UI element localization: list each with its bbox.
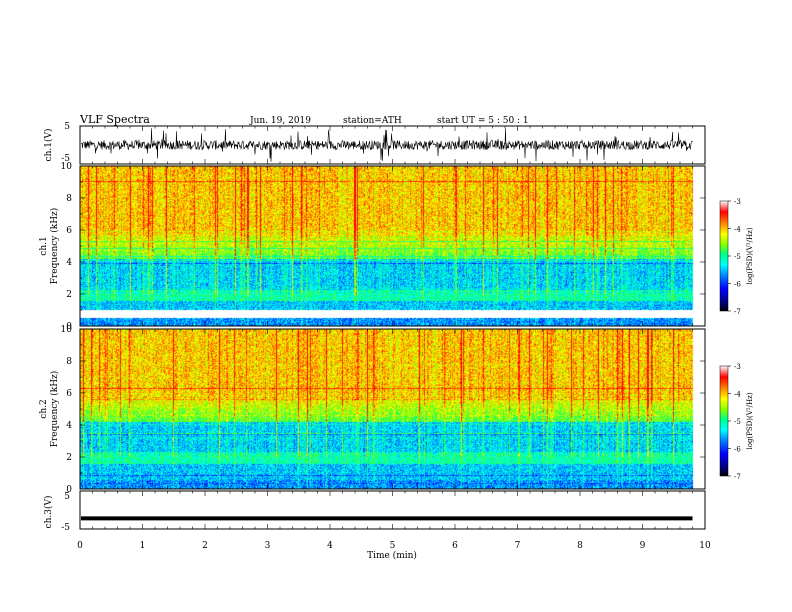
time-axis: 0 1 2 3 4 5 6 7 8 9 10 — [77, 126, 711, 551]
colorbar-tick-label: -4 — [734, 226, 741, 234]
x-tick-label: 9 — [640, 541, 646, 551]
ch1-spec-ylabel-line1: ch.1 — [39, 236, 49, 255]
figure-title: VLF Spectra — [79, 113, 150, 126]
x-tick-label: 1 — [140, 541, 146, 551]
y-tick-label: 4 — [66, 421, 72, 431]
ch3-ytick-top: 5 — [64, 492, 70, 502]
ch1-spectrogram-image-holder — [80, 166, 705, 326]
x-tick-label: 4 — [327, 541, 333, 551]
ch2-spec-ylabel-line1: ch.2 — [39, 399, 49, 418]
ch3-plot-frame — [79, 490, 706, 530]
x-tick-label: 8 — [577, 541, 583, 551]
ch2-spec-yaxis: 10 8 6 4 2 0 — [61, 325, 705, 495]
y-tick-label: 8 — [66, 194, 72, 204]
ch2-colorbar-gradient — [719, 365, 729, 477]
ch1-colorbar-ticks: -3 -4 -5 -6 -7 — [728, 198, 741, 316]
ch1-spectrogram-image — [80, 166, 705, 326]
y-tick-label: 10 — [61, 162, 73, 172]
y-tick-label: 2 — [66, 453, 72, 463]
x-tick-label: 3 — [265, 541, 271, 551]
y-tick-label: 0 — [66, 322, 72, 332]
ch3-ylabel: ch.3(V) — [43, 496, 54, 529]
colorbar-tick-label: -6 — [734, 281, 741, 289]
colorbar-tick-label: -6 — [734, 446, 741, 454]
ch1-ytick-bottom: -5 — [61, 154, 70, 164]
y-tick-label: 6 — [66, 389, 72, 399]
x-tick-label: 2 — [202, 541, 208, 551]
colorbar-tick-label: -5 — [734, 253, 741, 261]
x-tick-label: 0 — [77, 541, 83, 551]
ch3-waveform-panel: 5 -5 ch.3(V) — [43, 490, 706, 533]
ch1-spec-ylabel-line2: Frequency (kHz) — [49, 208, 60, 285]
colorbar-tick-label: -4 — [734, 391, 741, 399]
ch2-spectrogram-panel: 10 8 6 4 2 0 ch.2 Frequency (kHz) — [39, 325, 706, 495]
colorbar-tick-label: -3 — [734, 363, 741, 371]
x-tick-label: 5 — [390, 541, 396, 551]
colorbar-tick-label: -5 — [734, 418, 741, 426]
ch2-colorbar: -3 -4 -5 -6 -7 log(PSD)(V²/Hz) — [719, 363, 754, 481]
ch2-spec-ylabel-line2: Frequency (kHz) — [49, 371, 60, 448]
colorbar-tick-label: -7 — [734, 473, 741, 481]
ch1-waveform-panel: 5 -5 ch.1(V) — [43, 122, 706, 165]
y-tick-label: 2 — [66, 290, 72, 300]
date-label: Jun. 19, 2019 — [249, 116, 311, 126]
ch3-ytick-bottom: -5 — [61, 523, 70, 533]
station-label: station=ATH — [343, 116, 402, 126]
colorbar-tick-label: -3 — [734, 198, 741, 206]
ch1-spec-yaxis: 10 8 6 4 2 0 — [61, 162, 705, 332]
ch2-spectrogram-image — [80, 329, 705, 489]
time-axis-label: Time (min) — [367, 550, 417, 561]
x-tick-label: 6 — [452, 541, 458, 551]
ch1-waveform-trace — [80, 128, 693, 162]
ch1-colorbar-label: log(PSD)(V²/Hz) — [746, 227, 754, 284]
ch1-colorbar: -3 -4 -5 -6 -7 log(PSD)(V²/Hz) — [719, 198, 754, 316]
ch1-colorbar-gradient — [719, 200, 729, 312]
y-tick-label: 10 — [61, 325, 73, 335]
y-tick-label: 0 — [66, 485, 72, 495]
x-tick-label: 7 — [515, 541, 521, 551]
y-tick-label: 4 — [66, 258, 72, 268]
ch1-ylabel: ch.1(V) — [43, 129, 54, 162]
x-tick-label: 10 — [699, 541, 711, 551]
ch2-spectrogram-image-holder — [80, 329, 705, 489]
colorbar-tick-label: -7 — [734, 308, 741, 316]
ch2-colorbar-ticks: -3 -4 -5 -6 -7 — [728, 363, 741, 481]
ch2-colorbar-label: log(PSD)(V²/Hz) — [746, 392, 754, 449]
ch1-ytick-top: 5 — [64, 122, 70, 132]
y-tick-label: 6 — [66, 226, 72, 236]
ch1-spectrogram-panel: 10 8 6 4 2 0 ch.1 Frequency (kHz) — [39, 162, 706, 332]
start-time-label: start UT = 5 : 50 : 1 — [437, 116, 529, 126]
y-tick-label: 8 — [66, 357, 72, 367]
